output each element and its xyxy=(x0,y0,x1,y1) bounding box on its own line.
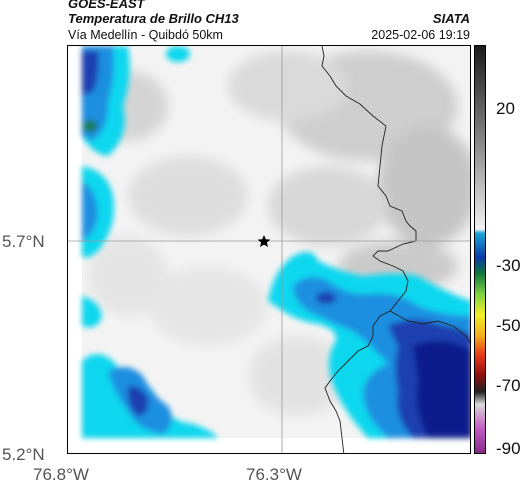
political-boundary xyxy=(321,46,470,453)
no-data-strip-left xyxy=(68,46,82,453)
timestamp: 2025-02-06 19:19 xyxy=(371,28,470,42)
colorbar-label: -70 xyxy=(496,376,521,395)
brightness-temperature-map xyxy=(68,46,470,453)
graticule xyxy=(68,46,470,453)
colorbar-label: 20 xyxy=(496,99,515,118)
colorbar-label: -30 xyxy=(496,256,521,275)
lat-tick-label: 5.2°N xyxy=(2,445,45,464)
colorbar-label: -50 xyxy=(496,316,521,335)
agency-name: SIATA xyxy=(432,11,470,26)
lon-tick-label: 76.8°W xyxy=(33,465,89,484)
map-frame xyxy=(67,45,471,454)
colorbar-label: -90 xyxy=(496,439,521,458)
grey-cloud-field xyxy=(68,46,470,453)
cold-cloud-regions xyxy=(82,46,470,438)
product-title: Temperatura de Brillo CH13 xyxy=(68,11,239,26)
colorbar-gradient xyxy=(475,46,485,453)
star-icon xyxy=(257,235,271,247)
colorbar xyxy=(474,45,486,454)
lat-tick-label: 5.7°N xyxy=(2,232,45,251)
no-data-strip-bottom xyxy=(68,438,470,453)
lon-tick-label: 76.3°W xyxy=(246,465,302,484)
satellite-name: GOES-EAST xyxy=(68,0,145,11)
region-subtitle: Vía Medellín - Quibdó 50km xyxy=(68,28,223,42)
